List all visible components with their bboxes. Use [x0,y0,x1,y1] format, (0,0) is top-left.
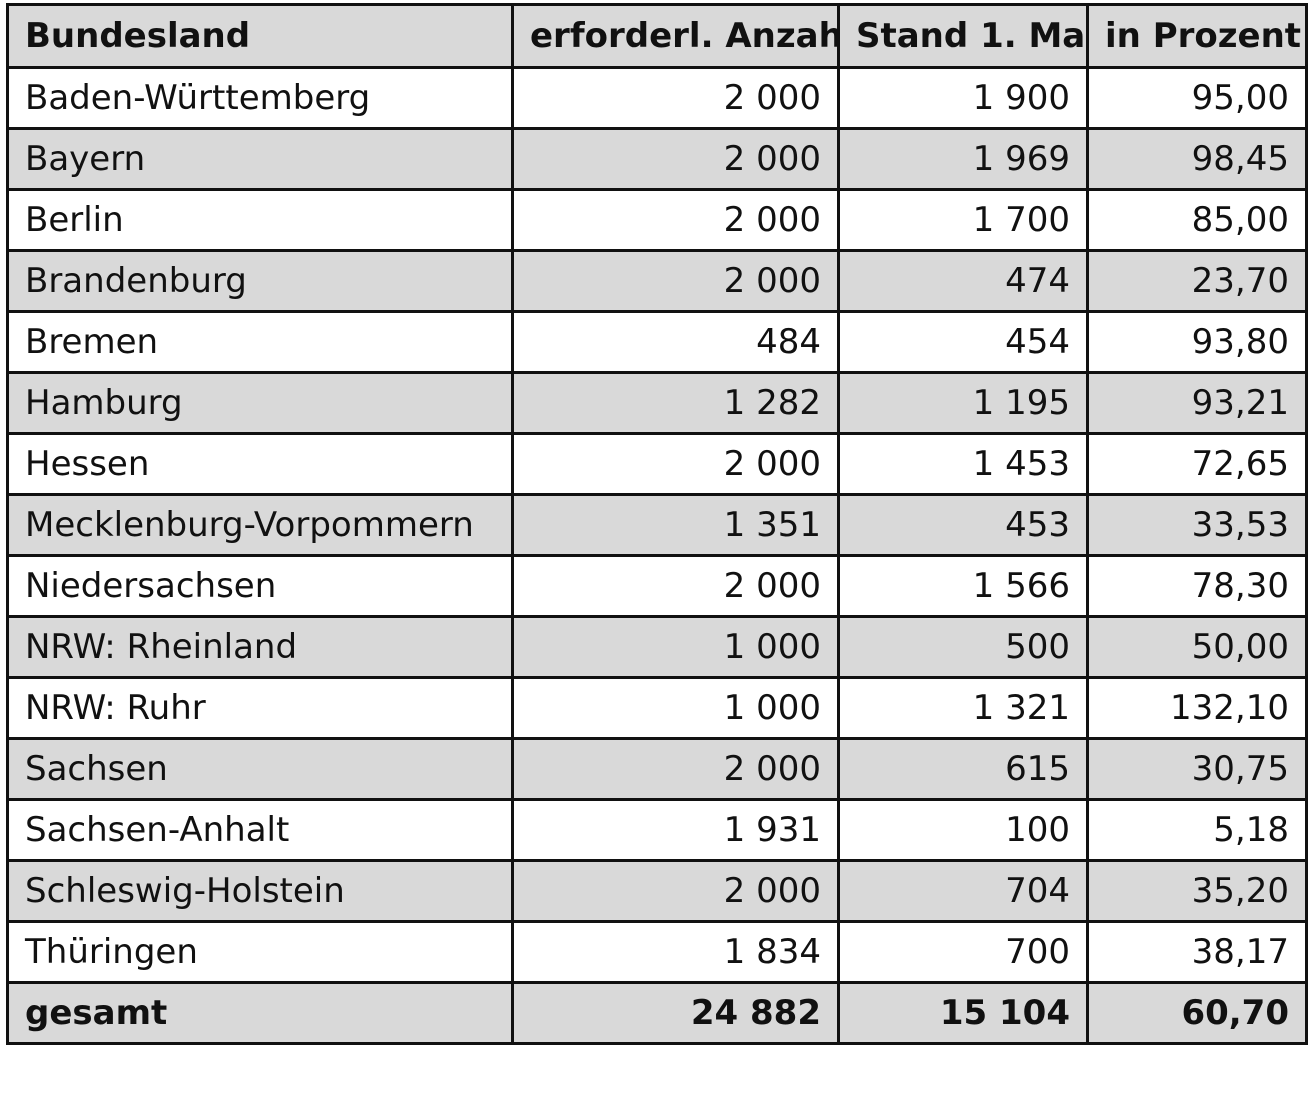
cell-bundesland: Sachsen [6,737,514,801]
cell-bundesland: Bremen [6,310,514,374]
cell-erforderl-anzahl: 1 834 [511,920,840,984]
cell-erforderl-anzahl: 2 000 [511,432,840,496]
table-row: Schleswig-Holstein 2 000 704 35,20 [6,859,1308,923]
total-label: gesamt [6,981,514,1045]
table-row: Berlin 2 000 1 700 85,00 [6,188,1308,252]
cell-in-prozent: 38,17 [1086,920,1308,984]
cell-in-prozent: 5,18 [1086,798,1308,862]
cell-stand-1-mai: 615 [837,737,1089,801]
cell-stand-1-mai: 1 700 [837,188,1089,252]
cell-stand-1-mai: 500 [837,615,1089,679]
table-row: Niedersachsen 2 000 1 566 78,30 [6,554,1308,618]
table-row: Bremen 484 454 93,80 [6,310,1308,374]
total-in-prozent: 60,70 [1086,981,1308,1045]
table-row: NRW: Rheinland 1 000 500 50,00 [6,615,1308,679]
cell-erforderl-anzahl: 2 000 [511,127,840,191]
cell-stand-1-mai: 1 566 [837,554,1089,618]
cell-erforderl-anzahl: 2 000 [511,66,840,130]
cell-erforderl-anzahl: 2 000 [511,737,840,801]
header-in-prozent: in Prozent [1086,3,1308,69]
header-stand-1-mai: Stand 1. Mai [837,3,1089,69]
cell-erforderl-anzahl: 2 000 [511,249,840,313]
table-row: Thüringen 1 834 700 38,17 [6,920,1308,984]
cell-stand-1-mai: 1 900 [837,66,1089,130]
table-row: Brandenburg 2 000 474 23,70 [6,249,1308,313]
cell-in-prozent: 95,00 [1086,66,1308,130]
cell-stand-1-mai: 454 [837,310,1089,374]
header-row: Bundesland erforderl. Anzahl Stand 1. Ma… [6,3,1308,69]
cell-in-prozent: 30,75 [1086,737,1308,801]
cell-in-prozent: 23,70 [1086,249,1308,313]
cell-bundesland: Sachsen-Anhalt [6,798,514,862]
cell-erforderl-anzahl: 484 [511,310,840,374]
cell-bundesland: Niedersachsen [6,554,514,618]
cell-stand-1-mai: 700 [837,920,1089,984]
cell-bundesland: Schleswig-Holstein [6,859,514,923]
cell-bundesland: Bayern [6,127,514,191]
bundesland-table: Bundesland erforderl. Anzahl Stand 1. Ma… [6,3,1308,1045]
cell-in-prozent: 85,00 [1086,188,1308,252]
cell-stand-1-mai: 1 321 [837,676,1089,740]
cell-bundesland: Berlin [6,188,514,252]
cell-in-prozent: 78,30 [1086,554,1308,618]
cell-bundesland: Hessen [6,432,514,496]
table-row: Hessen 2 000 1 453 72,65 [6,432,1308,496]
table-header: Bundesland erforderl. Anzahl Stand 1. Ma… [6,3,1308,69]
cell-bundesland: NRW: Rheinland [6,615,514,679]
cell-erforderl-anzahl: 1 931 [511,798,840,862]
cell-stand-1-mai: 1 195 [837,371,1089,435]
cell-stand-1-mai: 474 [837,249,1089,313]
cell-erforderl-anzahl: 1 351 [511,493,840,557]
total-row: gesamt 24 882 15 104 60,70 [6,981,1308,1045]
table-row: Baden-Württemberg 2 000 1 900 95,00 [6,66,1308,130]
cell-in-prozent: 132,10 [1086,676,1308,740]
table-row: Bayern 2 000 1 969 98,45 [6,127,1308,191]
cell-stand-1-mai: 1 969 [837,127,1089,191]
cell-bundesland: Thüringen [6,920,514,984]
table-row: Hamburg 1 282 1 195 93,21 [6,371,1308,435]
table-row: Sachsen-Anhalt 1 931 100 5,18 [6,798,1308,862]
cell-bundesland: Baden-Württemberg [6,66,514,130]
table-row: NRW: Ruhr 1 000 1 321 132,10 [6,676,1308,740]
cell-in-prozent: 35,20 [1086,859,1308,923]
header-bundesland: Bundesland [6,3,514,69]
header-erforderl-anzahl: erforderl. Anzahl [511,3,840,69]
cell-stand-1-mai: 453 [837,493,1089,557]
table-row: Sachsen 2 000 615 30,75 [6,737,1308,801]
cell-stand-1-mai: 1 453 [837,432,1089,496]
cell-erforderl-anzahl: 2 000 [511,859,840,923]
cell-in-prozent: 50,00 [1086,615,1308,679]
cell-in-prozent: 93,21 [1086,371,1308,435]
cell-stand-1-mai: 704 [837,859,1089,923]
cell-bundesland: Mecklenburg-Vorpommern [6,493,514,557]
total-erforderl-anzahl: 24 882 [511,981,840,1045]
cell-stand-1-mai: 100 [837,798,1089,862]
total-stand-1-mai: 15 104 [837,981,1089,1045]
cell-bundesland: Hamburg [6,371,514,435]
cell-erforderl-anzahl: 2 000 [511,188,840,252]
cell-erforderl-anzahl: 1 000 [511,615,840,679]
table-row: Mecklenburg-Vorpommern 1 351 453 33,53 [6,493,1308,557]
cell-erforderl-anzahl: 2 000 [511,554,840,618]
cell-in-prozent: 33,53 [1086,493,1308,557]
cell-in-prozent: 72,65 [1086,432,1308,496]
cell-in-prozent: 98,45 [1086,127,1308,191]
cell-in-prozent: 93,80 [1086,310,1308,374]
cell-erforderl-anzahl: 1 282 [511,371,840,435]
cell-erforderl-anzahl: 1 000 [511,676,840,740]
cell-bundesland: NRW: Ruhr [6,676,514,740]
cell-bundesland: Brandenburg [6,249,514,313]
table-body: Baden-Württemberg 2 000 1 900 95,00 Baye… [6,66,1308,1045]
